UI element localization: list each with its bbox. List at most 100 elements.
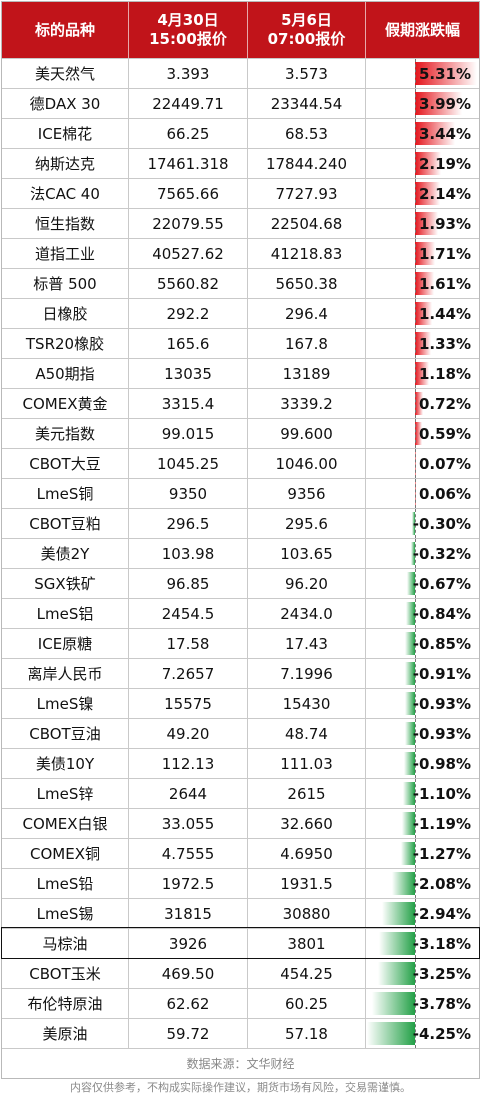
- row-price-before: 13035: [129, 359, 248, 388]
- table-row: 美债10Y 112.13 111.03 -0.98%: [2, 748, 479, 778]
- change-bar-down: [379, 932, 415, 955]
- row-change-value: 0.72%: [418, 394, 471, 413]
- table-header: 标的品种 4月30日 15:00报价 5月6日 07:00报价 假期涨跌幅: [2, 2, 479, 58]
- zero-axis-line: [415, 359, 416, 388]
- change-bar-down: [405, 632, 415, 655]
- row-name: A50期指: [2, 359, 129, 388]
- row-price-after: 7.1996: [248, 659, 366, 688]
- row-change-value: 1.33%: [418, 334, 471, 353]
- row-price-before: 4.7555: [129, 839, 248, 868]
- row-price-after: 1046.00: [248, 449, 366, 478]
- row-price-before: 1972.5: [129, 869, 248, 898]
- change-bar-down: [381, 902, 415, 925]
- table-row: 马棕油 3926 3801 -3.18%: [1, 927, 480, 959]
- zero-axis-line: [415, 329, 416, 358]
- row-change-cell: -0.32%: [366, 539, 479, 568]
- zero-axis-line: [415, 749, 416, 778]
- table-row: 离岸人民币 7.2657 7.1996 -0.91%: [2, 658, 479, 688]
- zero-axis-line: [415, 959, 416, 988]
- row-change-value: 2.14%: [418, 184, 471, 203]
- table-row: TSR20橡胶 165.6 167.8 1.33%: [2, 328, 479, 358]
- row-name: LmeS铅: [2, 869, 129, 898]
- row-price-before: 103.98: [129, 539, 248, 568]
- table-row: LmeS铅 1972.5 1931.5 -2.08%: [2, 868, 479, 898]
- row-price-after: 13189: [248, 359, 366, 388]
- row-price-after: 103.65: [248, 539, 366, 568]
- row-price-after: 9356: [248, 479, 366, 508]
- row-price-after: 3339.2: [248, 389, 366, 418]
- change-bar-up: [415, 242, 435, 265]
- change-bar-up: [415, 152, 441, 175]
- row-change-value: -1.19%: [412, 814, 471, 833]
- row-change-cell: -1.19%: [366, 809, 479, 838]
- row-change-value: 0.59%: [418, 424, 471, 443]
- table-row: CBOT玉米 469.50 454.25 -3.25%: [2, 958, 479, 988]
- row-change-cell: -0.93%: [366, 689, 479, 718]
- row-change-cell: 2.14%: [366, 179, 479, 208]
- row-price-after: 295.6: [248, 509, 366, 538]
- row-price-before: 1045.25: [129, 449, 248, 478]
- table-row: 纳斯达克 17461.318 17844.240 2.19%: [2, 148, 479, 178]
- row-price-before: 469.50: [129, 959, 248, 988]
- change-bar-down: [407, 572, 415, 595]
- row-change-cell: 3.44%: [366, 119, 479, 148]
- row-change-cell: -0.93%: [366, 719, 479, 748]
- zero-axis-line: [415, 659, 416, 688]
- row-price-before: 3926: [129, 929, 248, 958]
- row-price-before: 165.6: [129, 329, 248, 358]
- row-name: 纳斯达克: [2, 149, 129, 178]
- change-bar-down: [367, 1022, 415, 1045]
- row-price-after: 32.660: [248, 809, 366, 838]
- row-change-value: -2.94%: [412, 904, 471, 923]
- zero-axis-line: [415, 419, 416, 448]
- change-bar-up: [415, 332, 431, 355]
- zero-axis-line: [415, 1019, 416, 1048]
- row-name: COMEX黄金: [2, 389, 129, 418]
- change-bar-up: [415, 272, 434, 295]
- zero-axis-line: [415, 899, 416, 928]
- row-price-after: 99.600: [248, 419, 366, 448]
- row-price-before: 62.62: [129, 989, 248, 1018]
- change-bar-down: [372, 992, 415, 1015]
- row-price-before: 31815: [129, 899, 248, 928]
- zero-axis-line: [415, 479, 416, 508]
- change-bar-up: [415, 92, 462, 115]
- row-name: CBOT豆粕: [2, 509, 129, 538]
- change-bar-up: [415, 302, 432, 325]
- row-change-cell: 1.93%: [366, 209, 479, 238]
- row-name: 道指工业: [2, 239, 129, 268]
- table-row: CBOT大豆 1045.25 1046.00 0.07%: [2, 448, 479, 478]
- change-bar-up: [415, 122, 456, 145]
- row-name: LmeS锡: [2, 899, 129, 928]
- table-row: 日橡胶 292.2 296.4 1.44%: [2, 298, 479, 328]
- zero-axis-line: [415, 59, 416, 88]
- row-change-cell: 5.31%: [366, 59, 479, 88]
- row-price-before: 15575: [129, 689, 248, 718]
- row-change-cell: -2.94%: [366, 899, 479, 928]
- row-price-after: 5650.38: [248, 269, 366, 298]
- row-name: ICE原糖: [2, 629, 129, 658]
- zero-axis-line: [415, 389, 416, 418]
- row-change-cell: 0.07%: [366, 449, 479, 478]
- change-bar-down: [391, 872, 415, 895]
- row-price-after: 48.74: [248, 719, 366, 748]
- row-name: 马棕油: [2, 929, 129, 958]
- row-price-before: 2644: [129, 779, 248, 808]
- table-row: 恒生指数 22079.55 22504.68 1.93%: [2, 208, 479, 238]
- zero-axis-line: [415, 719, 416, 748]
- header-name: 标的品种: [2, 2, 129, 58]
- row-change-value: -0.93%: [412, 694, 471, 713]
- row-price-before: 17.58: [129, 629, 248, 658]
- row-price-before: 2454.5: [129, 599, 248, 628]
- zero-axis-line: [415, 449, 416, 478]
- change-bar-up: [415, 212, 438, 235]
- row-change-value: -0.98%: [412, 754, 471, 773]
- table-row: LmeS铜 9350 9356 0.06%: [2, 478, 479, 508]
- table-row: COMEX黄金 3315.4 3339.2 0.72%: [2, 388, 479, 418]
- row-price-after: 22504.68: [248, 209, 366, 238]
- change-bar-down: [404, 722, 415, 745]
- row-price-after: 17.43: [248, 629, 366, 658]
- row-change-value: 1.71%: [418, 244, 471, 263]
- table-row: 德DAX 30 22449.71 23344.54 3.99%: [2, 88, 479, 118]
- row-change-value: -3.78%: [412, 994, 471, 1013]
